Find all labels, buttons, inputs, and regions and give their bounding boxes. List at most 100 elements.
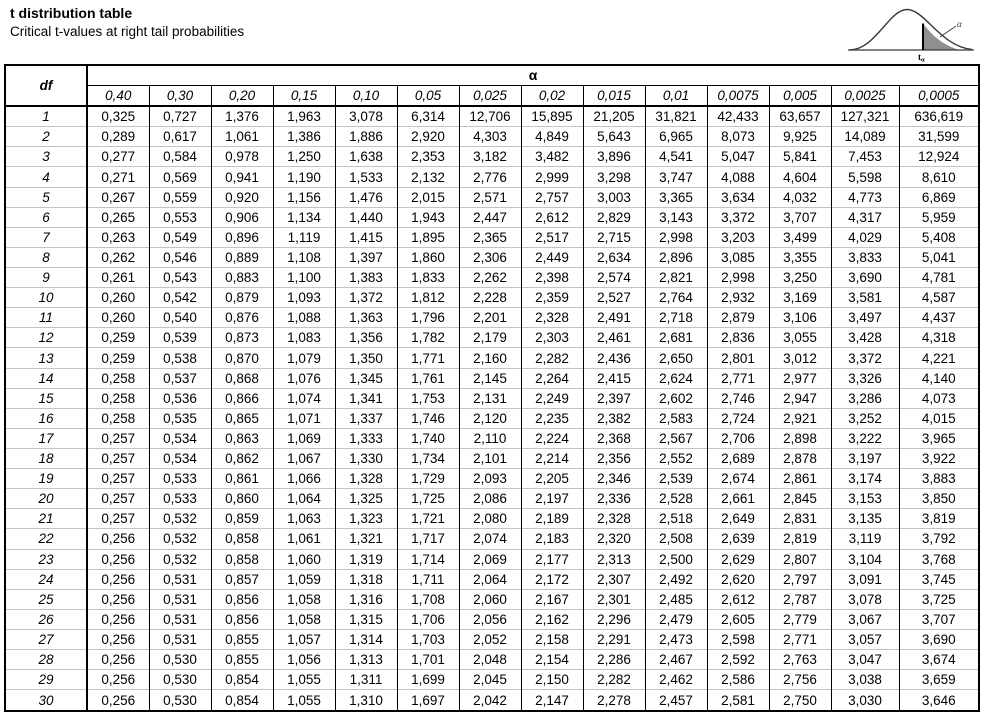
t-value-cell: 2,150 [520, 669, 583, 690]
t-value-cell: 0,257 [86, 488, 149, 509]
table-row: 17 0,257 0,534 0,863 1,069 1,333 1,740 2,110 2,2… [4, 427, 979, 449]
t-value-cell: 0,855 [210, 628, 273, 650]
t-value-cell: 3,707 [768, 206, 831, 228]
table-row: 10 0,260 0,542 0,879 1,093 1,372 1,812 2,228 2,3… [4, 287, 979, 308]
t-value-cell: 3,252 [830, 407, 899, 429]
t-value-cell: 2,715 [582, 226, 645, 248]
t-value-cell: 0,866 [210, 387, 273, 409]
t-value-cell: 1,796 [396, 307, 459, 328]
df-cell: 7 [4, 226, 88, 248]
t-value-cell: 127,321 [830, 105, 899, 127]
t-value-cell: 2,328 [520, 307, 583, 328]
df-cell: 16 [4, 407, 88, 429]
t-value-cell: 2,197 [520, 488, 583, 509]
table-row: 7 0,263 0,549 0,896 1,119 1,415 1,895 2,365 2,51… [4, 226, 979, 248]
t-value-cell: 0,533 [148, 468, 211, 489]
t-value-cell: 2,998 [644, 226, 707, 248]
t-value-cell: 0,256 [86, 649, 149, 670]
t-value-cell: 3,298 [582, 166, 645, 188]
t-value-cell: 2,307 [582, 568, 645, 590]
t-value-cell: 0,267 [86, 186, 149, 208]
t-value-cell: 3,965 [898, 427, 979, 449]
t-value-cell: 3,646 [898, 689, 979, 711]
t-value-cell: 1,734 [396, 447, 459, 469]
t-value-cell: 3,326 [830, 367, 899, 389]
t-value-cell: 2,527 [582, 287, 645, 308]
t-value-cell: 2,291 [582, 628, 645, 650]
t-value-cell: 1,314 [334, 628, 397, 650]
t-value-cell: 0,265 [86, 206, 149, 228]
t-value-cell: 2,045 [458, 669, 521, 690]
t-value-cell: 1,100 [272, 267, 335, 288]
t-value-cell: 2,101 [458, 447, 521, 469]
t-value-cell: 0,530 [148, 689, 211, 711]
probability-column-header: 0,02 [520, 85, 583, 107]
t-value-cell: 0,531 [148, 608, 211, 630]
t-value-cell: 2,359 [520, 287, 583, 308]
t-value-cell: 1,699 [396, 669, 459, 690]
table-row: 23 0,256 0,532 0,858 1,060 1,319 1,714 2,069 2,1… [4, 548, 979, 570]
t-value-cell: 4,781 [898, 267, 979, 288]
t-value-cell: 0,262 [86, 246, 149, 268]
t-value-cell: 0,855 [210, 649, 273, 670]
t-value-cell: 0,584 [148, 146, 211, 167]
t-value-cell: 2,649 [706, 508, 769, 529]
t-value-cell: 3,106 [768, 307, 831, 328]
t-value-cell: 1,753 [396, 387, 459, 409]
t-value-cell: 2,457 [644, 689, 707, 711]
table-row: 6 0,265 0,553 0,906 1,134 1,440 1,943 2,447 2,61… [4, 206, 979, 228]
df-cell: 13 [4, 347, 88, 369]
t-value-cell: 1,056 [272, 649, 335, 670]
t-value-cell: 2,461 [582, 327, 645, 348]
t-value-cell: 2,724 [706, 407, 769, 429]
t-value-cell: 3,091 [830, 568, 899, 590]
t-value-cell: 2,160 [458, 347, 521, 369]
t-distribution-table: df α 0,40 0,30 0,20 0,15 0,10 0,05 0,025 0,02 0,… [4, 64, 980, 712]
t-value-cell: 1,771 [396, 347, 459, 369]
df-cell: 17 [4, 427, 88, 449]
t-value-cell: 2,479 [644, 608, 707, 630]
table-row: 11 0,260 0,540 0,876 1,088 1,363 1,796 2,201 2,3… [4, 307, 979, 328]
t-value-cell: 2,674 [706, 468, 769, 489]
t-value-cell: 6,965 [644, 126, 707, 147]
t-value-cell: 3,104 [830, 548, 899, 570]
t-value-cell: 3,135 [830, 508, 899, 529]
t-value-cell: 1,714 [396, 548, 459, 570]
t-value-cell: 2,878 [768, 447, 831, 469]
t-value-cell: 4,221 [898, 347, 979, 369]
t-value-cell: 2,264 [520, 367, 583, 389]
t-value-cell: 0,857 [210, 568, 273, 590]
t-value-cell: 5,643 [582, 126, 645, 147]
t-value-cell: 4,437 [898, 307, 979, 328]
t-value-cell: 2,771 [768, 628, 831, 650]
t-value-cell: 1,190 [272, 166, 335, 188]
t-value-cell: 2,365 [458, 226, 521, 248]
t-value-cell: 2,718 [644, 307, 707, 328]
t-value-cell: 3,203 [706, 226, 769, 248]
t-value-cell: 2,415 [582, 367, 645, 389]
t-value-cell: 2,214 [520, 447, 583, 469]
t-value-cell: 2,583 [644, 407, 707, 429]
t-value-cell: 2,368 [582, 427, 645, 449]
t-value-cell: 2,921 [768, 407, 831, 429]
alpha-header: α [86, 65, 979, 86]
t-value-cell: 0,258 [86, 367, 149, 389]
t-value-cell: 12,706 [458, 105, 521, 127]
t-value-cell: 1,311 [334, 669, 397, 690]
t-value-cell: 3,690 [898, 628, 979, 650]
t-value-cell: 2,932 [706, 287, 769, 308]
df-cell: 6 [4, 206, 88, 228]
t-value-cell: 4,029 [830, 226, 899, 248]
t-value-cell: 3,003 [582, 186, 645, 208]
df-cell: 12 [4, 327, 88, 348]
t-value-cell: 0,258 [86, 387, 149, 409]
t-value-cell: 1,071 [272, 407, 335, 429]
t-value-cell: 0,257 [86, 508, 149, 529]
table-row: 1 0,325 0,727 1,376 1,963 3,078 6,314 12,706 15,… [4, 105, 979, 127]
t-value-cell: 3,365 [644, 186, 707, 208]
t-value-cell: 1,356 [334, 327, 397, 348]
df-cell: 19 [4, 468, 88, 489]
t-value-cell: 2,201 [458, 307, 521, 328]
t-value-cell: 1,746 [396, 407, 459, 429]
